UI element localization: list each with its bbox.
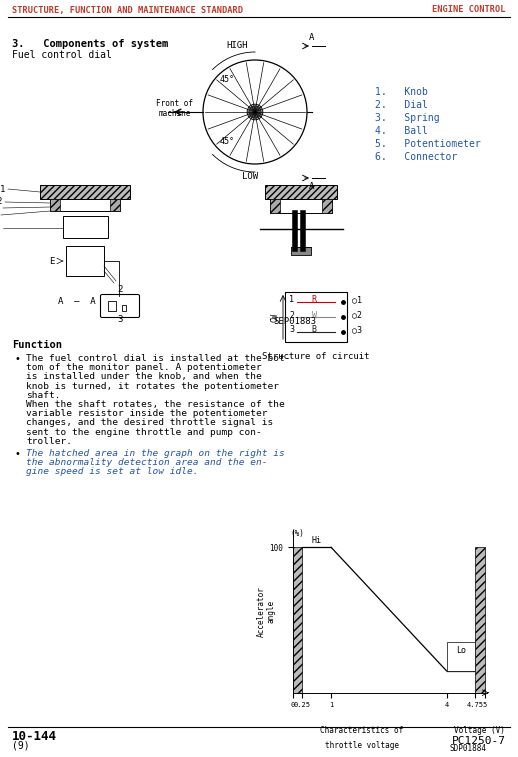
Text: 6.   Connector: 6. Connector <box>375 152 457 162</box>
Text: Hi: Hi <box>311 536 322 545</box>
Text: (%): (%) <box>291 528 305 537</box>
Text: SEP01883: SEP01883 <box>274 317 316 326</box>
Text: 5.   Potentiometer: 5. Potentiometer <box>375 139 481 149</box>
Text: sent to the engine throttle and pump con-: sent to the engine throttle and pump con… <box>26 428 262 437</box>
Text: troller.: troller. <box>26 437 72 446</box>
Text: shaft.: shaft. <box>26 391 61 400</box>
Text: machine: machine <box>159 110 191 119</box>
Text: •: • <box>14 354 20 364</box>
Text: 2: 2 <box>117 285 123 294</box>
Text: When the shaft rotates, the resistance of the: When the shaft rotates, the resistance o… <box>26 400 285 409</box>
Bar <box>50 199 60 211</box>
Text: changes, and the desired throttle signal is: changes, and the desired throttle signal… <box>26 419 274 428</box>
Text: 3.   Components of system: 3. Components of system <box>12 39 168 49</box>
Text: ○1: ○1 <box>352 295 362 304</box>
Text: 3: 3 <box>117 315 123 324</box>
Text: Lo: Lo <box>456 646 466 656</box>
Text: STRUCTURE, FUNCTION AND MAINTENANCE STANDARD: STRUCTURE, FUNCTION AND MAINTENANCE STAN… <box>12 5 243 14</box>
Text: B: B <box>311 326 316 335</box>
Text: 1: 1 <box>289 295 294 304</box>
Text: A  –  A: A – A <box>58 297 96 306</box>
Bar <box>270 199 332 213</box>
Text: (9): (9) <box>12 740 30 750</box>
Text: is installed under the knob, and when the: is installed under the knob, and when th… <box>26 372 262 382</box>
Bar <box>322 199 332 213</box>
Circle shape <box>249 106 261 118</box>
Bar <box>108 301 116 311</box>
Text: HIGH: HIGH <box>226 41 248 50</box>
Text: throttle voltage: throttle voltage <box>325 741 399 750</box>
Text: Fuel control dial: Fuel control dial <box>12 50 112 60</box>
Text: gine speed is set at low idle.: gine speed is set at low idle. <box>26 467 198 476</box>
Text: A: A <box>309 33 315 42</box>
Text: ENGINE CONTROL: ENGINE CONTROL <box>433 5 506 14</box>
Text: R: R <box>311 295 316 304</box>
Bar <box>265 185 337 199</box>
Text: W: W <box>311 310 316 319</box>
Text: ○3: ○3 <box>352 326 362 335</box>
Text: Front of: Front of <box>156 99 194 108</box>
Text: the abnormality detection area and the en-: the abnormality detection area and the e… <box>26 458 267 467</box>
Y-axis label: Accelerator
angle: Accelerator angle <box>256 586 276 637</box>
Text: Structure of circuit: Structure of circuit <box>262 352 370 361</box>
Text: E: E <box>49 257 54 266</box>
Text: knob is turned, it rotates the potentiometer: knob is turned, it rotates the potentiom… <box>26 382 279 391</box>
Text: •: • <box>14 449 20 459</box>
Text: CW: CW <box>270 313 280 322</box>
Bar <box>270 199 280 213</box>
Text: 1.   Knob: 1. Knob <box>375 87 428 97</box>
Text: 2.   Dial: 2. Dial <box>375 100 428 110</box>
Bar <box>291 247 311 255</box>
Bar <box>293 547 303 693</box>
Text: 3: 3 <box>289 326 294 335</box>
Bar <box>122 305 126 311</box>
Text: 2: 2 <box>0 198 2 207</box>
Bar <box>476 547 485 693</box>
Text: 2: 2 <box>289 310 294 319</box>
Text: 45°: 45° <box>220 75 235 84</box>
Text: 45°: 45° <box>220 137 235 146</box>
Text: tom of the monitor panel. A potentiometer: tom of the monitor panel. A potentiomete… <box>26 363 262 372</box>
Bar <box>66 246 104 276</box>
Text: Function: Function <box>12 340 62 350</box>
Text: Characteristics of: Characteristics of <box>320 727 404 735</box>
Text: ○2: ○2 <box>352 310 362 319</box>
Bar <box>40 185 130 199</box>
Text: SDP01884: SDP01884 <box>450 744 487 752</box>
Text: PC1250-7: PC1250-7 <box>452 736 506 746</box>
Text: 10-144: 10-144 <box>12 730 57 743</box>
Text: 4.   Ball: 4. Ball <box>375 126 428 136</box>
Text: The hatched area in the graph on the right is: The hatched area in the graph on the rig… <box>26 449 285 458</box>
Bar <box>285 292 347 342</box>
Text: LOW: LOW <box>242 172 258 181</box>
Bar <box>63 216 108 238</box>
Text: The fuel control dial is installed at the bot-: The fuel control dial is installed at th… <box>26 354 291 363</box>
Bar <box>110 199 120 211</box>
Text: variable resistor inside the potentiometer: variable resistor inside the potentiomet… <box>26 410 267 418</box>
Text: Voltage (V): Voltage (V) <box>454 727 505 735</box>
Text: 3.   Spring: 3. Spring <box>375 113 440 123</box>
Text: 1: 1 <box>0 185 5 194</box>
Text: A: A <box>309 182 315 191</box>
Bar <box>50 199 120 211</box>
Bar <box>447 642 476 671</box>
